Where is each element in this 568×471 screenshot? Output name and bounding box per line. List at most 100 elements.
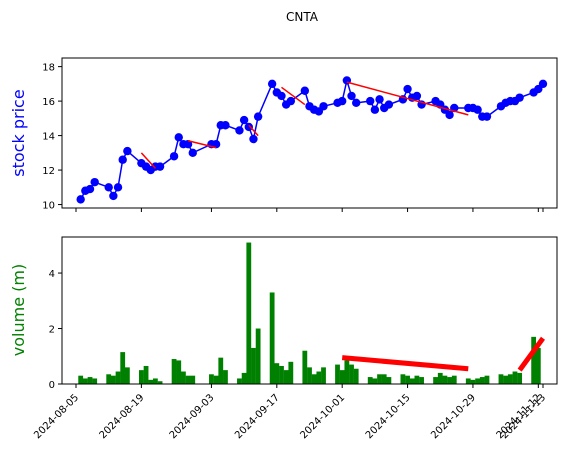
- price-point: [347, 91, 356, 101]
- volume-plot-area: [62, 237, 557, 384]
- price-point: [515, 93, 524, 102]
- volume-bar: [171, 359, 177, 384]
- price-point: [174, 133, 183, 142]
- volume-bar: [190, 375, 196, 384]
- price-point: [109, 191, 118, 201]
- price-point: [113, 183, 123, 192]
- volume-bar: [447, 377, 452, 384]
- volume-bar: [274, 363, 280, 384]
- price-series: [76, 76, 548, 204]
- price-trend-line: [187, 140, 217, 149]
- volume-y-tick-label: 2: [49, 325, 55, 336]
- price-point: [221, 121, 230, 130]
- volume-axes-frame: [61, 236, 558, 385]
- volume-trend-lines: [341, 336, 546, 372]
- volume-bar: [218, 357, 224, 384]
- price-x-ticks: [75, 208, 544, 212]
- price-point: [169, 152, 179, 161]
- price-point: [482, 112, 492, 121]
- volume-bar: [367, 377, 373, 384]
- price-axes-frame: [61, 57, 558, 209]
- price-point: [267, 79, 277, 89]
- volume-bar: [353, 368, 359, 384]
- volume-bar: [143, 365, 149, 384]
- volume-bar: [414, 375, 420, 384]
- price-y-tick-label: 10: [42, 201, 55, 212]
- volume-bar: [465, 378, 471, 384]
- price-point: [300, 86, 310, 95]
- volume-bar: [223, 370, 228, 384]
- price-point: [253, 112, 263, 121]
- volume-bar: [321, 367, 326, 384]
- volume-bar: [409, 378, 415, 384]
- volume-bar: [92, 378, 98, 384]
- volume-bar: [372, 378, 378, 384]
- volume-bar: [484, 375, 490, 384]
- price-trend-line: [281, 86, 306, 106]
- volume-bar: [181, 371, 186, 384]
- volume-bars: [78, 242, 541, 384]
- price-point: [366, 96, 375, 106]
- volume-bar: [176, 360, 182, 384]
- volume-bar: [78, 375, 84, 384]
- volume-bar: [302, 350, 308, 384]
- volume-bar: [349, 364, 354, 384]
- volume-bar: [535, 347, 541, 384]
- volume-bar: [106, 374, 112, 384]
- price-point: [445, 110, 454, 120]
- volume-y-tick-label: 4: [49, 269, 55, 280]
- volume-bar: [344, 360, 350, 384]
- price-point: [211, 140, 221, 149]
- volume-bar: [437, 372, 443, 384]
- volume-bar: [316, 371, 322, 384]
- volume-bar: [87, 377, 93, 384]
- figure-title: CNTA: [286, 10, 319, 24]
- price-point: [85, 184, 95, 194]
- price-point: [370, 105, 380, 114]
- volume-bar: [152, 378, 158, 384]
- volume-bar: [124, 367, 130, 384]
- price-point: [337, 96, 347, 106]
- price-point: [412, 91, 422, 101]
- price-point: [239, 115, 249, 125]
- volume-bar: [138, 370, 144, 384]
- volume-bar: [279, 365, 284, 384]
- volume-bar: [157, 381, 163, 384]
- price-y-tick-label: 16: [42, 97, 55, 108]
- price-point: [319, 102, 328, 111]
- volume-bar: [241, 372, 247, 384]
- price-trend-line: [346, 81, 469, 116]
- volume-bar: [419, 377, 424, 384]
- volume-bar: [307, 367, 312, 384]
- volume-bar: [451, 375, 457, 384]
- volume-bar: [246, 242, 252, 384]
- volume-bar: [503, 375, 509, 384]
- price-point: [286, 96, 296, 106]
- price-y-tick-label: 18: [42, 63, 55, 74]
- price-point: [155, 162, 165, 171]
- volume-bar: [115, 371, 121, 384]
- price-trend-line: [140, 152, 156, 169]
- volume-y-ticks: 0 2 4: [49, 269, 62, 391]
- volume-bar: [400, 374, 406, 384]
- price-y-tick-label: 12: [42, 166, 55, 177]
- volume-bar: [442, 375, 448, 384]
- volume-y-label: volume (m): [9, 264, 28, 356]
- price-panel: 10 12 14 16 18 stock price: [9, 57, 558, 212]
- price-y-tick-label: 14: [42, 132, 55, 143]
- price-point: [188, 148, 197, 158]
- volume-bar: [507, 374, 513, 384]
- volume-bar: [405, 375, 410, 384]
- volume-bar: [386, 377, 392, 384]
- volume-bar: [377, 374, 382, 384]
- volume-bar: [311, 374, 317, 384]
- price-trend-line: [248, 124, 259, 137]
- volume-bar: [288, 361, 294, 384]
- volume-bar: [470, 379, 476, 384]
- volume-bar: [209, 374, 214, 384]
- price-y-ticks: 10 12 14 16 18: [42, 63, 62, 212]
- price-point: [76, 195, 85, 204]
- price-point: [277, 91, 286, 101]
- price-point: [90, 177, 99, 187]
- volume-bar: [110, 375, 116, 384]
